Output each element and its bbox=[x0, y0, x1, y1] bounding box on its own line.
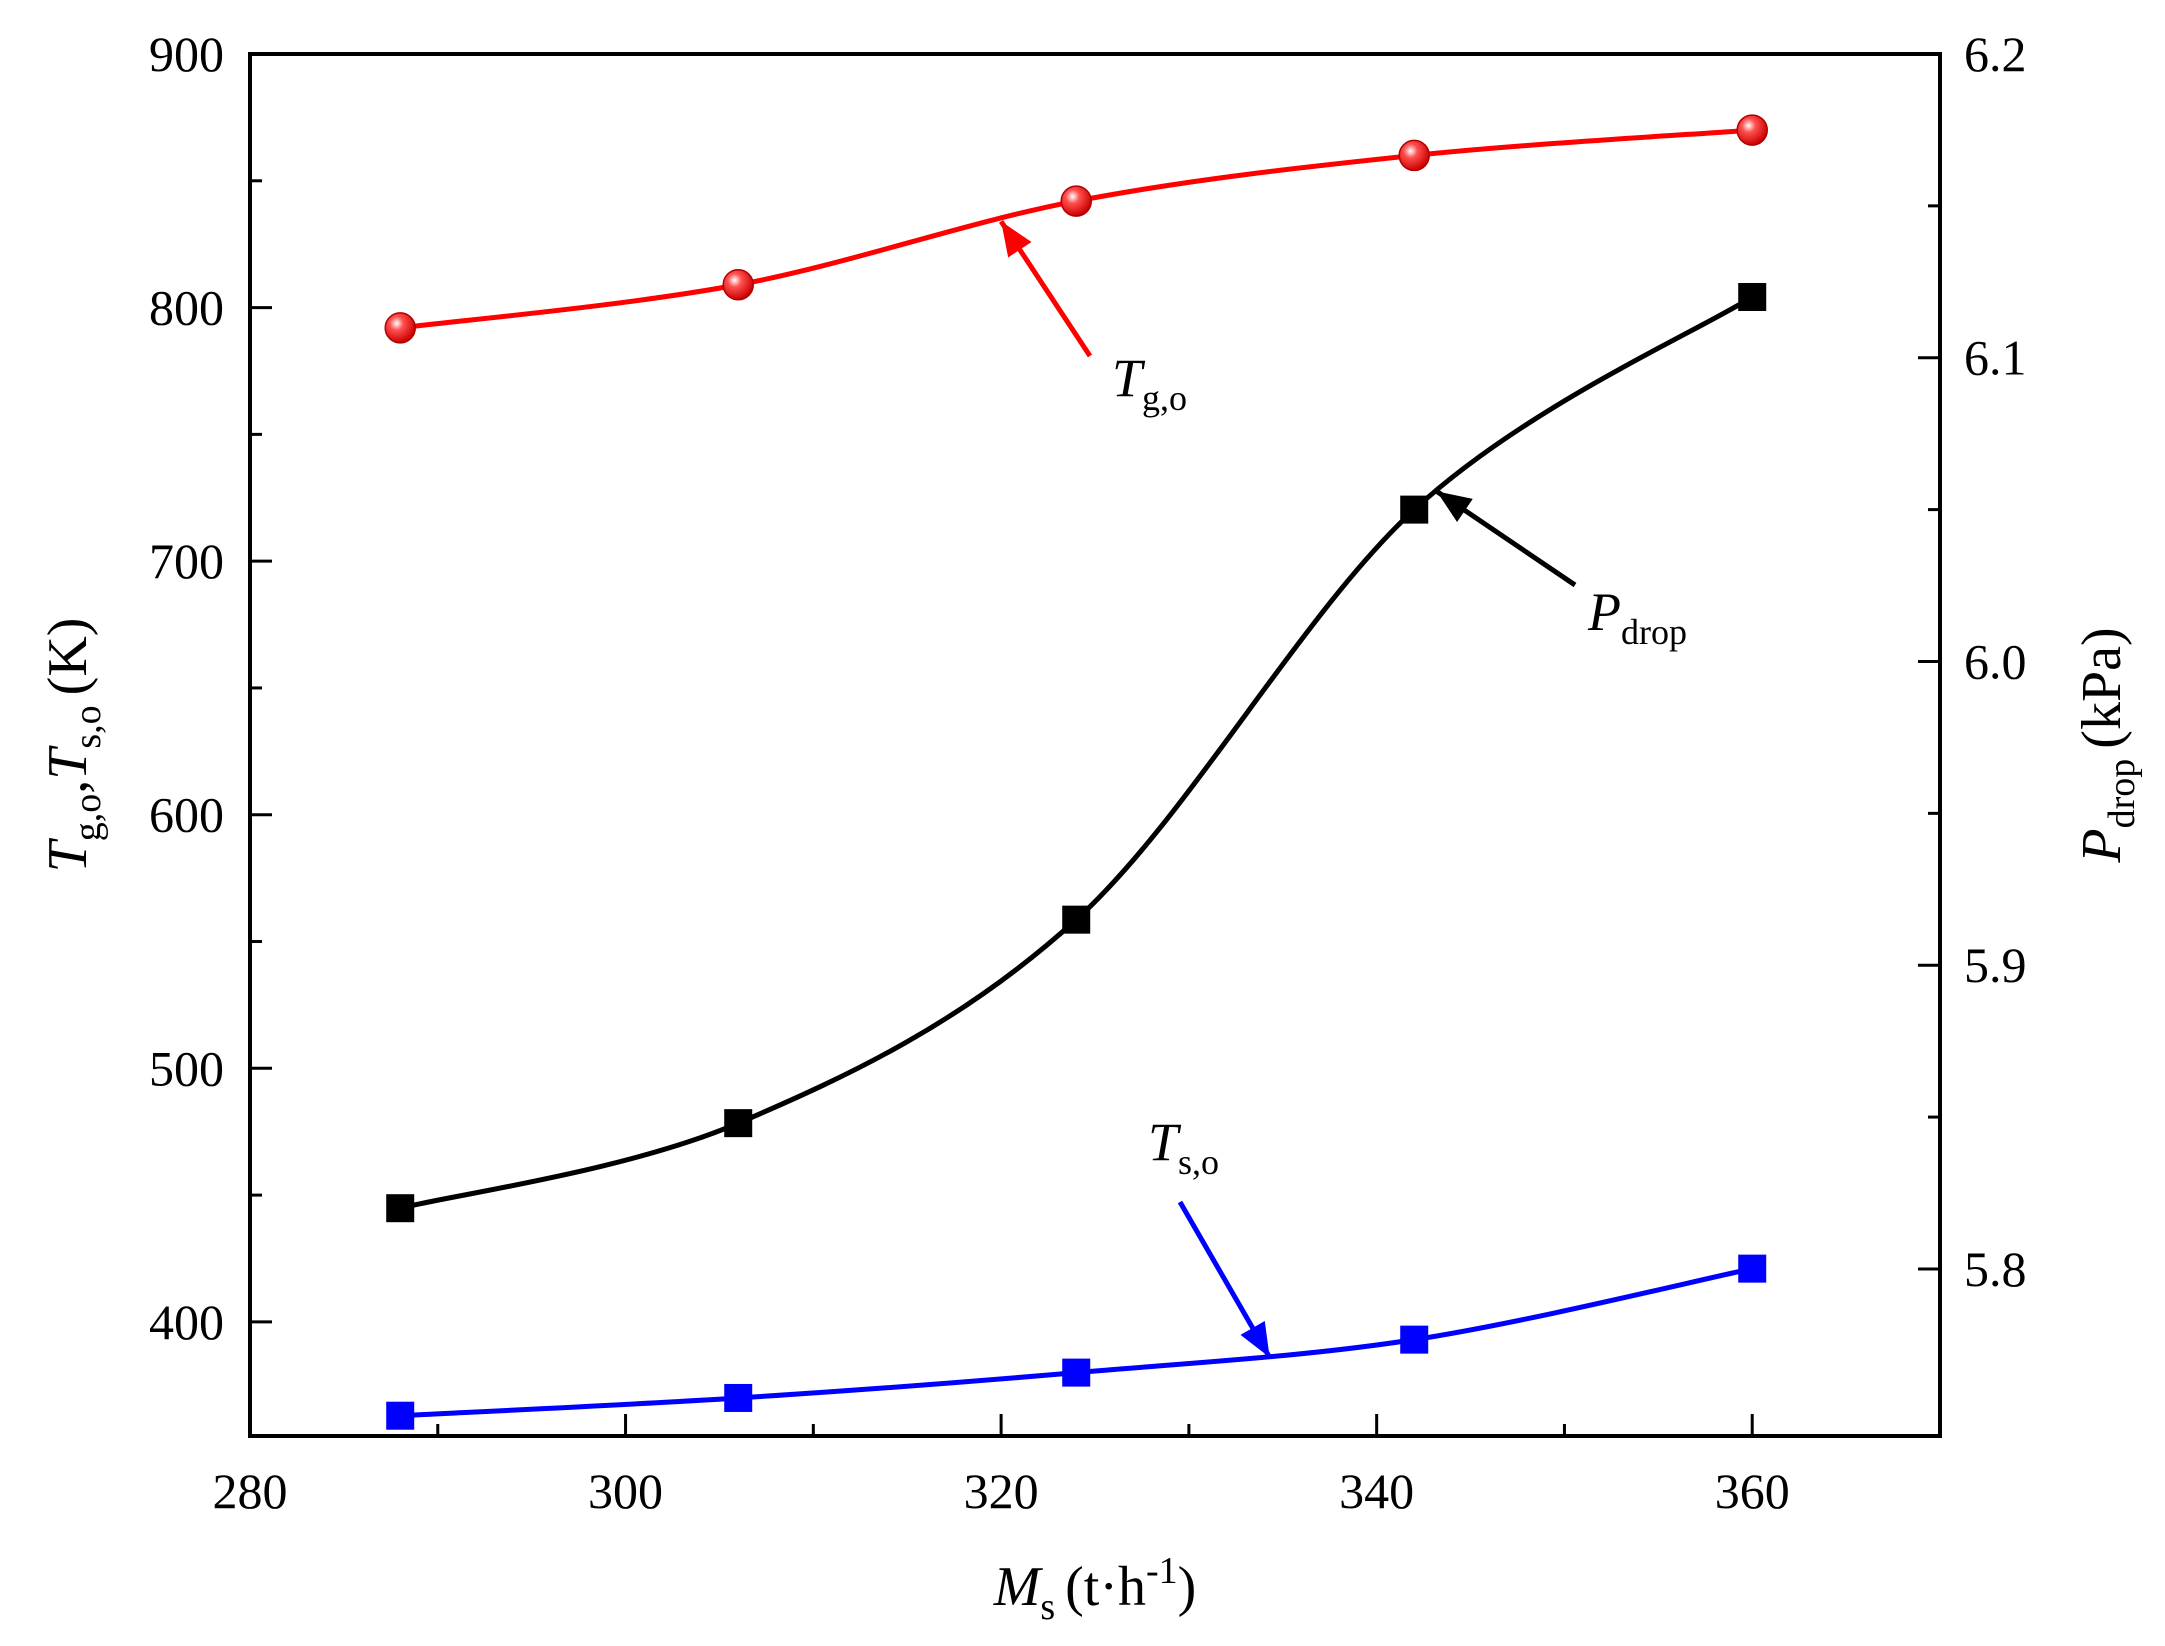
plot-frame bbox=[248, 52, 1942, 1438]
y-right-tick-label: 5.9 bbox=[1964, 937, 2027, 993]
data-point-1 bbox=[1400, 495, 1429, 524]
y-right-tick-label: 6.2 bbox=[1964, 26, 2027, 82]
arrow-pdrop-head bbox=[1436, 491, 1473, 523]
annotations bbox=[999, 219, 1577, 1359]
data-point-1 bbox=[724, 1109, 753, 1138]
x-tick-label: 280 bbox=[213, 1463, 288, 1519]
series-markers bbox=[384, 114, 1768, 1430]
series-line-0 bbox=[399, 127, 1753, 331]
arrow-tso-head bbox=[1240, 1320, 1270, 1358]
annotation-label-pdrop: Pdrop bbox=[1587, 582, 1687, 652]
x-tick-label: 300 bbox=[588, 1463, 663, 1519]
data-point-2 bbox=[1062, 1358, 1091, 1387]
annotation-label-tso: Ts,o bbox=[1148, 1112, 1219, 1182]
x-axis-label: Ms (t·h-1) bbox=[993, 1550, 1197, 1628]
y-left-tick-label: 400 bbox=[149, 1294, 224, 1350]
y-left-tick-label: 500 bbox=[149, 1040, 224, 1096]
data-point-2 bbox=[724, 1383, 753, 1412]
y-left-tick-label: 600 bbox=[149, 787, 224, 843]
data-point-2 bbox=[1400, 1325, 1429, 1354]
y-right-tick-label: 6.0 bbox=[1964, 633, 2027, 689]
data-point-0 bbox=[384, 312, 416, 344]
data-point-1 bbox=[386, 1194, 415, 1223]
x-tick-label: 360 bbox=[1715, 1463, 1790, 1519]
y-right-tick-label: 6.1 bbox=[1964, 330, 2027, 386]
series-line-1 bbox=[399, 294, 1754, 1211]
y-right-axis-label: Pdrop(kPa) bbox=[2071, 627, 2143, 863]
data-point-0 bbox=[1060, 185, 1092, 217]
data-point-0 bbox=[722, 269, 754, 301]
arrow-tgo-head bbox=[1001, 221, 1032, 258]
annotation-label-tgo: Tg,o bbox=[1112, 348, 1187, 418]
y-left-tick-label: 700 bbox=[149, 533, 224, 589]
data-point-2 bbox=[386, 1401, 415, 1430]
y-right-tick-label: 5.8 bbox=[1964, 1241, 2027, 1297]
data-point-1 bbox=[1062, 905, 1091, 934]
data-point-0 bbox=[1736, 114, 1768, 146]
x-tick-label: 340 bbox=[1339, 1463, 1414, 1519]
y-left-axis-label: Tg,o,Ts,o(K) bbox=[37, 618, 109, 873]
data-point-1 bbox=[1738, 282, 1767, 311]
data-point-0 bbox=[1398, 139, 1430, 172]
y-left-tick-label: 900 bbox=[149, 26, 224, 82]
data-point-2 bbox=[1738, 1254, 1767, 1283]
series-curves bbox=[399, 127, 1754, 1419]
x-tick-label: 320 bbox=[964, 1463, 1039, 1519]
axis-ticks bbox=[248, 52, 1940, 1436]
series-line-2 bbox=[400, 1266, 1753, 1419]
y-left-tick-label: 800 bbox=[149, 280, 224, 336]
tick-labels: 280 300 320 340 360 400 500 600 700 800 900 5.8 5.9 6… bbox=[149, 26, 2027, 1519]
